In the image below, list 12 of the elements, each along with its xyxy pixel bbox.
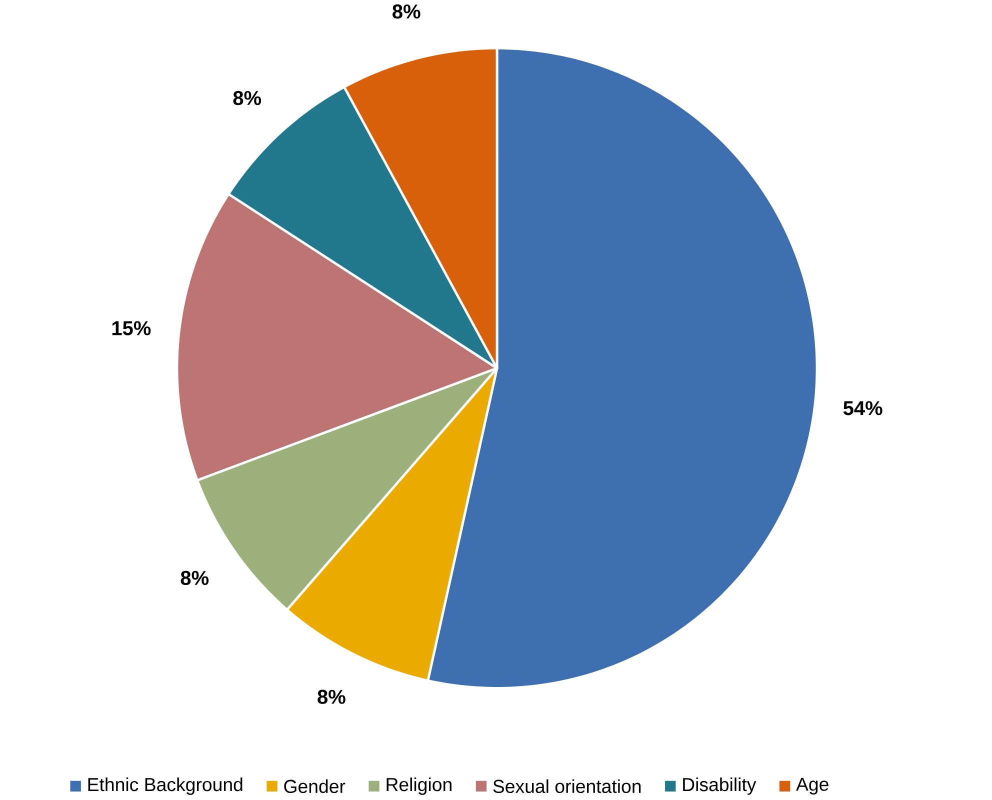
legend-label: Ethnic Background xyxy=(88,777,242,795)
data-label: 8% xyxy=(318,690,346,704)
legend-label: Sexual orientation xyxy=(493,779,641,793)
legend-label: Religion xyxy=(386,777,452,795)
data-label: 8% xyxy=(233,90,262,106)
legend-label: Age xyxy=(796,778,828,794)
legend-label: Disability xyxy=(683,777,756,795)
data-label: 54% xyxy=(843,401,882,416)
legend-label: Gender xyxy=(284,779,346,793)
data-label: 15% xyxy=(112,321,151,336)
data-label: 8% xyxy=(180,570,209,585)
data-label: 8% xyxy=(392,4,420,18)
